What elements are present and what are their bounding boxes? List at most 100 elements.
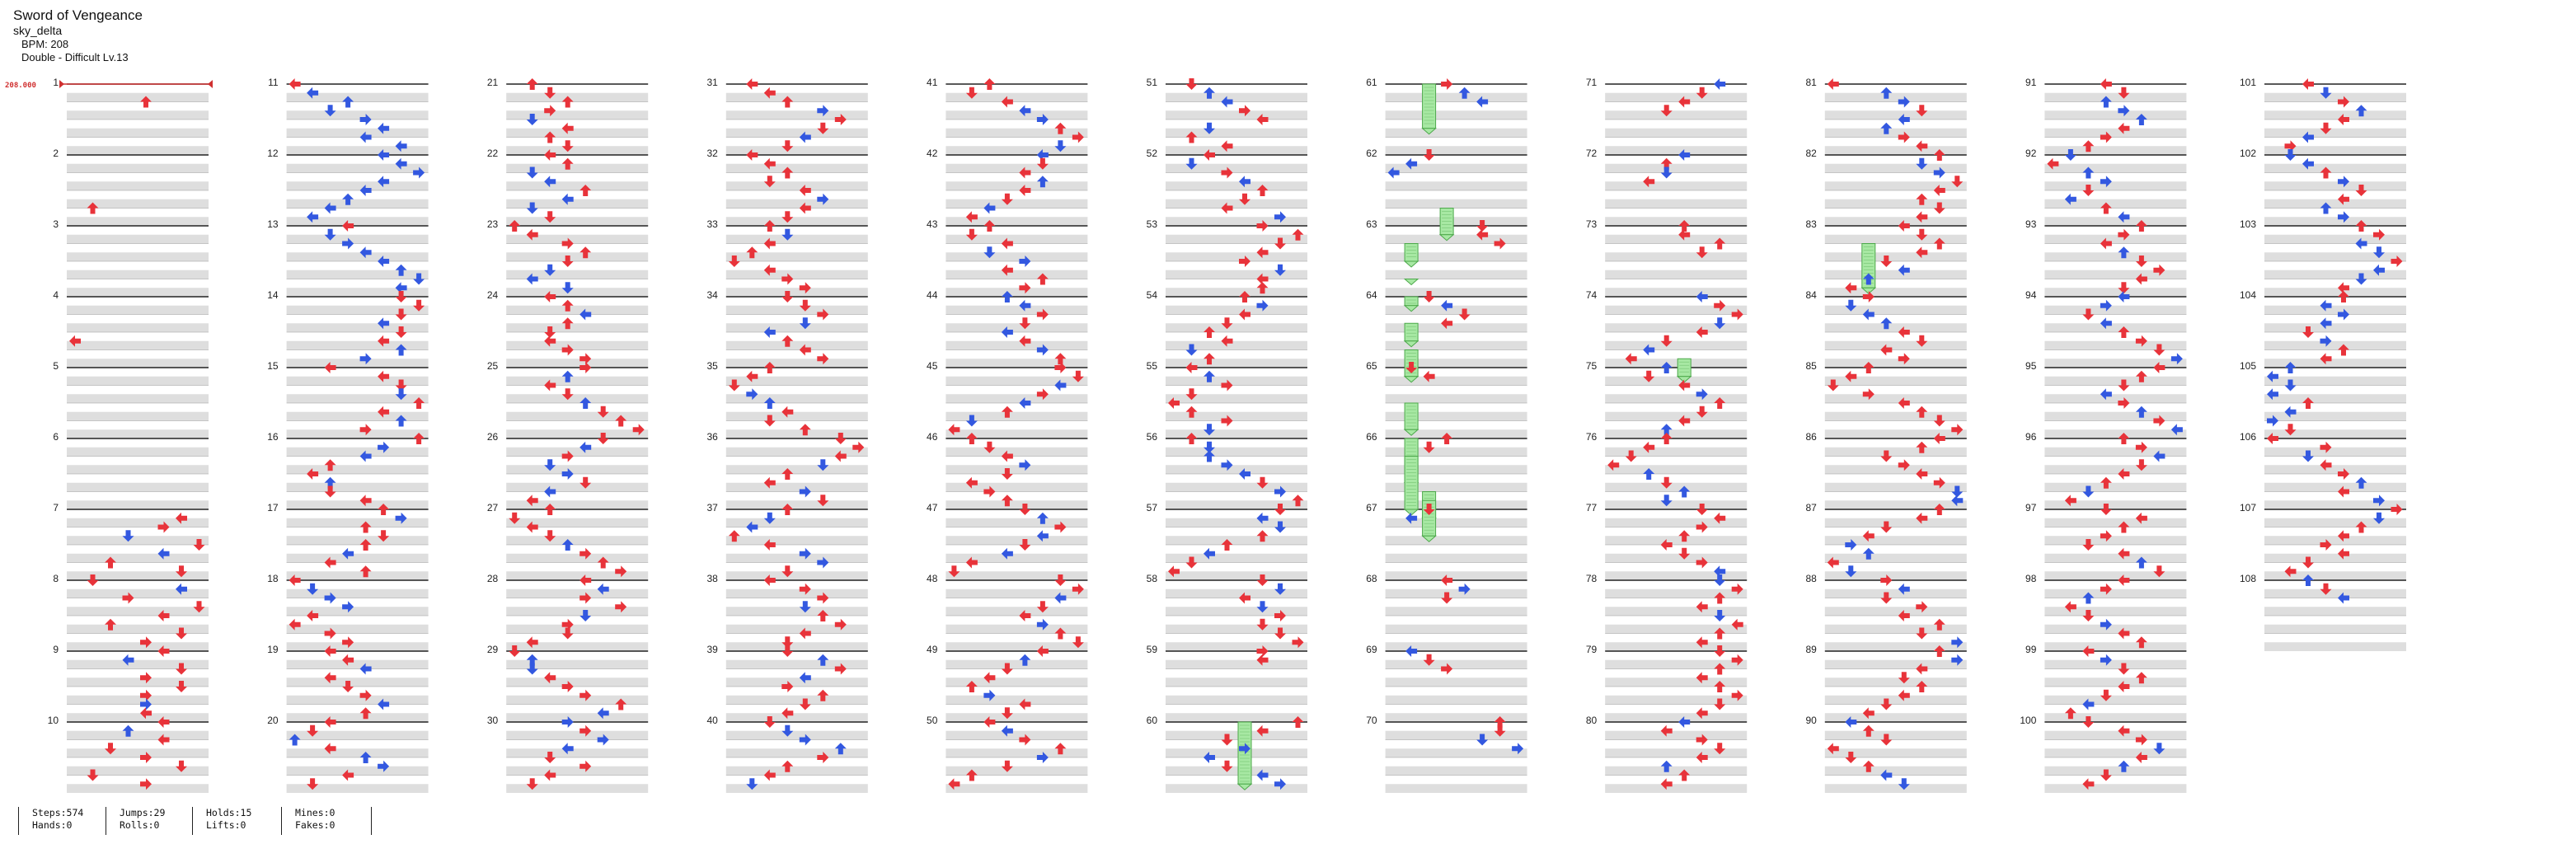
beat-stripe <box>725 659 868 669</box>
arrow-note <box>2082 592 2095 604</box>
arrow-note <box>615 565 627 578</box>
arrow-note <box>395 140 407 152</box>
beat-stripe <box>286 536 429 545</box>
arrow-note <box>307 87 319 99</box>
arrow-note <box>1476 734 1489 746</box>
arrow-note <box>746 246 758 259</box>
arrow-note <box>1880 521 1893 533</box>
arrow-note <box>2267 433 2278 444</box>
arrow-note <box>324 105 336 117</box>
arrow-note <box>1678 716 1691 728</box>
arrow-note <box>763 157 776 170</box>
beat-stripe <box>1605 642 1748 651</box>
beat-stripe <box>286 252 429 261</box>
bpm-marker-label: 208.000 <box>5 82 36 90</box>
arrow-note <box>1845 539 1857 551</box>
beat-stripe <box>286 376 429 386</box>
hold-note <box>1403 322 1419 348</box>
arrow-note <box>1423 291 1435 302</box>
arrow-note <box>746 521 758 533</box>
beat-stripe <box>2044 482 2187 492</box>
beat-stripe <box>286 713 429 722</box>
beat-stripe <box>1385 340 1527 350</box>
beat-stripe <box>1385 659 1527 669</box>
beat-stripe <box>1824 571 1967 580</box>
beat-stripe <box>1824 713 1967 722</box>
arrow-note <box>2338 468 2349 480</box>
arrow-note <box>1423 441 1435 453</box>
arrow-note <box>2135 752 2147 763</box>
measure-number: 36 <box>706 431 718 443</box>
arrow-note <box>2338 96 2349 108</box>
measure-number: 40 <box>706 715 718 726</box>
beat-stripe <box>67 163 209 173</box>
arrow-note <box>1256 618 1269 631</box>
arrow-note <box>1204 370 1215 382</box>
measure-number: 47 <box>927 502 938 513</box>
arrow-note <box>1678 149 1691 161</box>
arrow-note <box>1274 504 1286 515</box>
arrow-note <box>1036 344 1049 356</box>
arrow-note <box>1731 689 1743 701</box>
arrow-note <box>561 450 574 462</box>
arrow-note <box>413 166 425 179</box>
arrow-note <box>1916 468 1928 480</box>
beat-stripe <box>1166 784 1307 793</box>
arrow-note <box>2100 96 2112 108</box>
measure-number: 66 <box>1366 431 1377 443</box>
arrow-note <box>1862 724 1875 737</box>
beat-stripe <box>1605 678 1748 687</box>
arrow-note <box>1185 406 1198 418</box>
arrow-note <box>1696 672 1708 684</box>
measure-number: 58 <box>1147 573 1158 584</box>
arrow-note <box>1256 724 1269 737</box>
arrow-note <box>2118 521 2130 533</box>
arrow-note <box>983 441 996 453</box>
arrow-note <box>1714 78 1726 90</box>
beat-stripe <box>67 659 209 669</box>
beat-stripe <box>1166 323 1307 332</box>
arrow-note <box>2320 202 2332 214</box>
beat-stripe <box>1605 340 1748 350</box>
beat-stripe <box>506 748 649 757</box>
arrow-note <box>2338 530 2349 542</box>
beat-stripe <box>1824 163 1967 173</box>
arrow-note <box>817 556 829 569</box>
arrow-note <box>2135 256 2147 267</box>
arrow-note <box>799 698 811 710</box>
beat-stripe <box>1166 642 1307 651</box>
beat-stripe <box>725 642 868 651</box>
beat-stripe <box>945 252 1088 261</box>
arrow-note <box>359 565 372 578</box>
arrow-note <box>1845 370 1857 382</box>
arrow-note <box>983 202 996 214</box>
beat-stripe <box>1824 624 1967 634</box>
arrow-note <box>983 220 996 232</box>
arrow-note <box>1660 105 1673 117</box>
arrow-note <box>359 752 372 763</box>
beat-stripe <box>2264 376 2406 386</box>
beat-stripe <box>945 553 1088 563</box>
arrow-note <box>359 450 372 462</box>
arrow-note <box>1036 752 1049 763</box>
beat-stripe <box>1605 252 1748 261</box>
stats-divider <box>371 807 372 835</box>
arrow-note <box>834 114 847 125</box>
measure-number: 70 <box>1366 715 1377 726</box>
arrow-note <box>87 574 99 586</box>
arrow-note <box>1714 317 1726 330</box>
beat-stripe <box>945 642 1088 651</box>
arrow-note <box>176 627 187 640</box>
arrow-note <box>799 344 811 356</box>
arrow-note <box>1441 433 1453 444</box>
arrow-note <box>359 114 372 125</box>
arrow-note <box>1880 344 1893 356</box>
arrow-note <box>2320 317 2332 330</box>
arrow-note <box>544 87 556 99</box>
arrow-note <box>2118 433 2130 444</box>
arrow-note <box>1019 734 1031 746</box>
arrow-note <box>526 78 538 90</box>
arrow-note <box>1204 752 1215 763</box>
arrow-note <box>378 256 390 267</box>
arrow-note <box>1916 228 1928 241</box>
